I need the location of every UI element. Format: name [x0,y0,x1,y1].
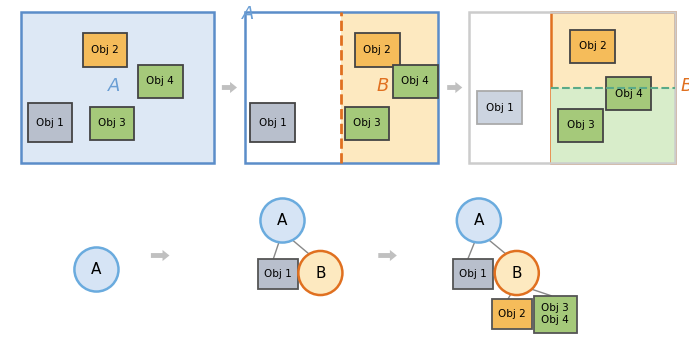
Text: Obj 3
Obj 4: Obj 3 Obj 4 [542,303,569,325]
Ellipse shape [457,198,501,243]
Ellipse shape [260,198,305,243]
Bar [250,103,295,142]
Text: B: B [511,266,522,280]
Text: B: B [680,77,689,95]
Text: Obj 1: Obj 1 [486,103,514,113]
Text: A: A [107,77,120,95]
Bar [245,12,438,163]
Text: B: B [376,77,389,95]
Text: Obj 4: Obj 4 [615,89,643,99]
Bar [606,77,651,110]
Bar [344,107,389,140]
Text: Obj 2: Obj 2 [498,309,526,319]
Text: A: A [242,5,254,23]
Text: Obj 2: Obj 2 [91,45,119,55]
Bar [570,30,615,63]
Bar [21,12,214,163]
Ellipse shape [74,247,119,292]
Ellipse shape [495,251,539,295]
Text: B: B [315,266,326,280]
Bar [492,299,532,329]
Bar [469,12,675,163]
Text: Obj 2: Obj 2 [363,45,391,55]
Bar [551,88,675,163]
Text: Obj 1: Obj 1 [36,118,64,127]
Bar [534,296,577,332]
Text: Obj 3: Obj 3 [98,118,126,128]
Bar [28,103,72,142]
Text: A: A [91,262,102,277]
Bar [83,33,127,66]
Bar [551,12,675,163]
Bar [90,107,134,140]
Text: Obj 3: Obj 3 [353,118,381,128]
Text: A: A [473,213,484,228]
Text: Obj 2: Obj 2 [579,41,607,51]
Bar [477,91,522,124]
Bar [558,108,603,142]
Text: Obj 4: Obj 4 [401,76,429,86]
Bar [393,65,438,98]
Bar [138,65,183,98]
Text: Obj 1: Obj 1 [460,269,487,279]
Text: A: A [277,213,288,228]
Text: Obj 1: Obj 1 [258,118,287,127]
Bar [453,259,493,289]
Text: Obj 1: Obj 1 [265,269,292,279]
Text: Obj 3: Obj 3 [566,120,595,130]
Bar [341,12,438,163]
Text: Obj 4: Obj 4 [146,76,174,86]
Ellipse shape [298,251,342,295]
Bar [258,259,298,289]
Bar [355,33,400,66]
